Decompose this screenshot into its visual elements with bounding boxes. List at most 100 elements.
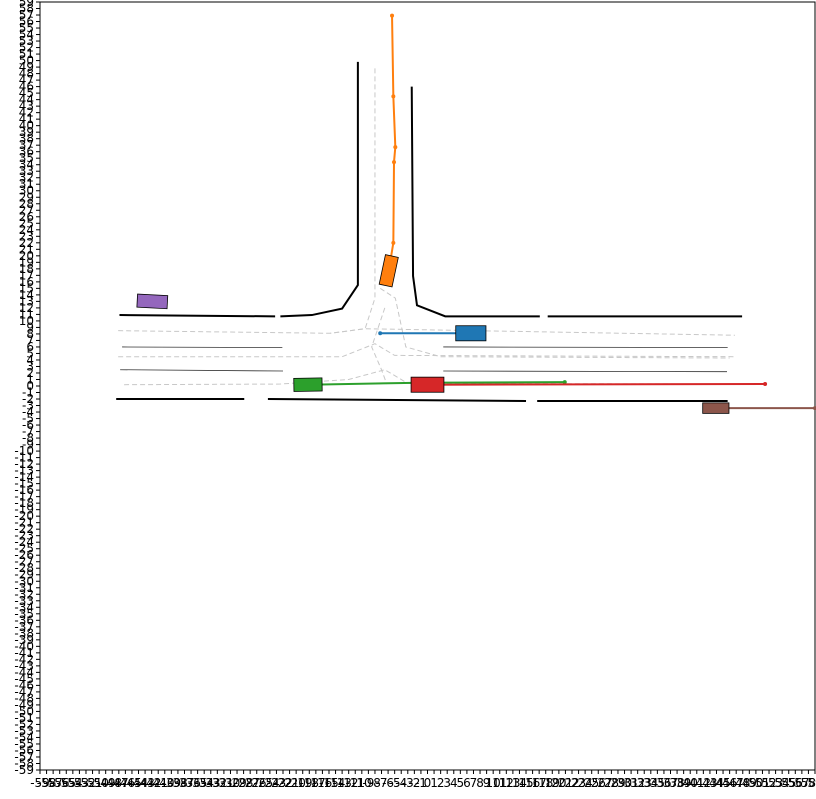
y-tick-label: 23 [19,229,34,243]
x-tick-label: -8 [369,776,381,790]
x-tick-label: 1 [430,776,438,790]
x-tick-label: -7 [376,776,388,790]
y-tick-label: -40 [14,639,34,653]
trajectory-point [392,160,397,165]
y-tick-label: 46 [19,80,34,94]
x-tick-label: 27 [597,776,612,790]
x-tick-label: -14 [326,776,346,790]
centerline [371,307,388,385]
x-tick-label: 29 [610,776,625,790]
x-tick-label: -30 [221,776,241,790]
y-tick-label: -21 [14,516,34,530]
x-tick-label: 57 [794,776,809,790]
y-tick-label: -9 [22,438,34,452]
y-tick-label: -27 [14,555,34,569]
y-tick-label: 13 [19,294,34,308]
y-tick-label: -31 [14,581,34,595]
y-tick-label: 42 [19,106,34,120]
y-tick-label: -18 [14,496,34,510]
lane-line [443,370,727,373]
y-tick-label: 22 [19,236,34,250]
y-tick-label: 37 [19,138,34,152]
x-tick-label: -59 [30,776,50,790]
x-tick-label: 51 [755,776,770,790]
x-tick-label: -27 [240,776,260,790]
x-tick-label: 19 [545,776,560,790]
y-tick-label: 11 [19,307,34,321]
y-tick-label: 14 [19,288,34,302]
y-tick-label: -7 [22,425,34,439]
road-edge [267,398,527,402]
y-tick-label: 50 [19,54,34,68]
road-edge [280,61,359,318]
y-tick-label: 58 [19,2,34,16]
y-tick-label: 51 [19,47,34,61]
x-tick-label: -15 [319,776,339,790]
x-tick-label: -12 [339,776,359,790]
y-tick-label: 27 [19,203,34,217]
x-tick-label: -45 [122,776,142,790]
y-tick-label: 17 [19,268,34,282]
y-tick-label: 16 [19,275,34,289]
vehicle [293,377,323,392]
y-tick-label: -30 [14,574,34,588]
vehicle [136,293,169,310]
x-tick-label: -43 [135,776,155,790]
y-tick-label: -56 [14,743,34,757]
y-tick-label: -51 [14,711,34,725]
y-tick-label: -54 [14,730,34,744]
x-tick-label: -39 [162,776,182,790]
y-tick-label: -11 [14,451,34,465]
y-tick-label: 45 [19,86,34,100]
y-tick-label: 49 [19,60,34,74]
centerline [379,287,730,359]
y-tick-label: -14 [14,470,34,484]
y-tick-label: -37 [14,620,34,634]
y-tick-label: 57 [19,8,34,22]
x-tick-label: 52 [761,776,776,790]
x-tick-label: -28 [234,776,254,790]
y-tick-label: 9 [26,320,34,334]
y-tick-label: 31 [19,177,34,191]
x-tick-label: 20 [551,776,566,790]
y-tick-label: -59 [14,763,34,777]
y-tick-label: -42 [14,652,34,666]
x-tick-label: 28 [604,776,619,790]
y-tick-label: -57 [14,750,34,764]
x-tick-label: 49 [742,776,757,790]
y-tick-label: -34 [14,600,34,614]
x-tick-label: -32 [208,776,228,790]
y-tick-label: -5 [22,412,34,426]
x-tick-label: -35 [188,776,208,790]
x-tick-label: 56 [788,776,803,790]
vehicle [455,325,487,342]
y-tick-label: -55 [14,737,34,751]
trajectory-point [391,94,396,99]
y-tick-label: -19 [14,503,34,517]
y-tick-label: -12 [14,457,34,471]
y-tick-label: -33 [14,594,34,608]
centerline [330,68,376,334]
road-edge [119,314,276,318]
y-tick-label: 56 [19,15,34,29]
x-tick-label: -1 [415,776,427,790]
x-tick-label: 50 [748,776,763,790]
y-tick-label: -58 [14,756,34,770]
x-tick-label: -55 [56,776,76,790]
y-tick-label: -47 [14,685,34,699]
x-tick-label: -13 [332,776,352,790]
y-tick-label: 44 [19,93,34,107]
y-tick-label: 36 [19,145,34,159]
x-tick-label: 47 [729,776,744,790]
y-tick-label: 33 [19,164,34,178]
y-tick-label: -24 [14,535,34,549]
trajectory [387,15,397,271]
y-tick-label: 43 [19,99,34,113]
x-tick-label: -37 [175,776,195,790]
x-tick-label: 33 [637,776,652,790]
y-tick-label: -49 [14,698,34,712]
x-tick-label: -22 [273,776,293,790]
vehicle [702,402,730,414]
y-tick-label: 10 [19,314,34,328]
x-tick-label: -41 [148,776,168,790]
